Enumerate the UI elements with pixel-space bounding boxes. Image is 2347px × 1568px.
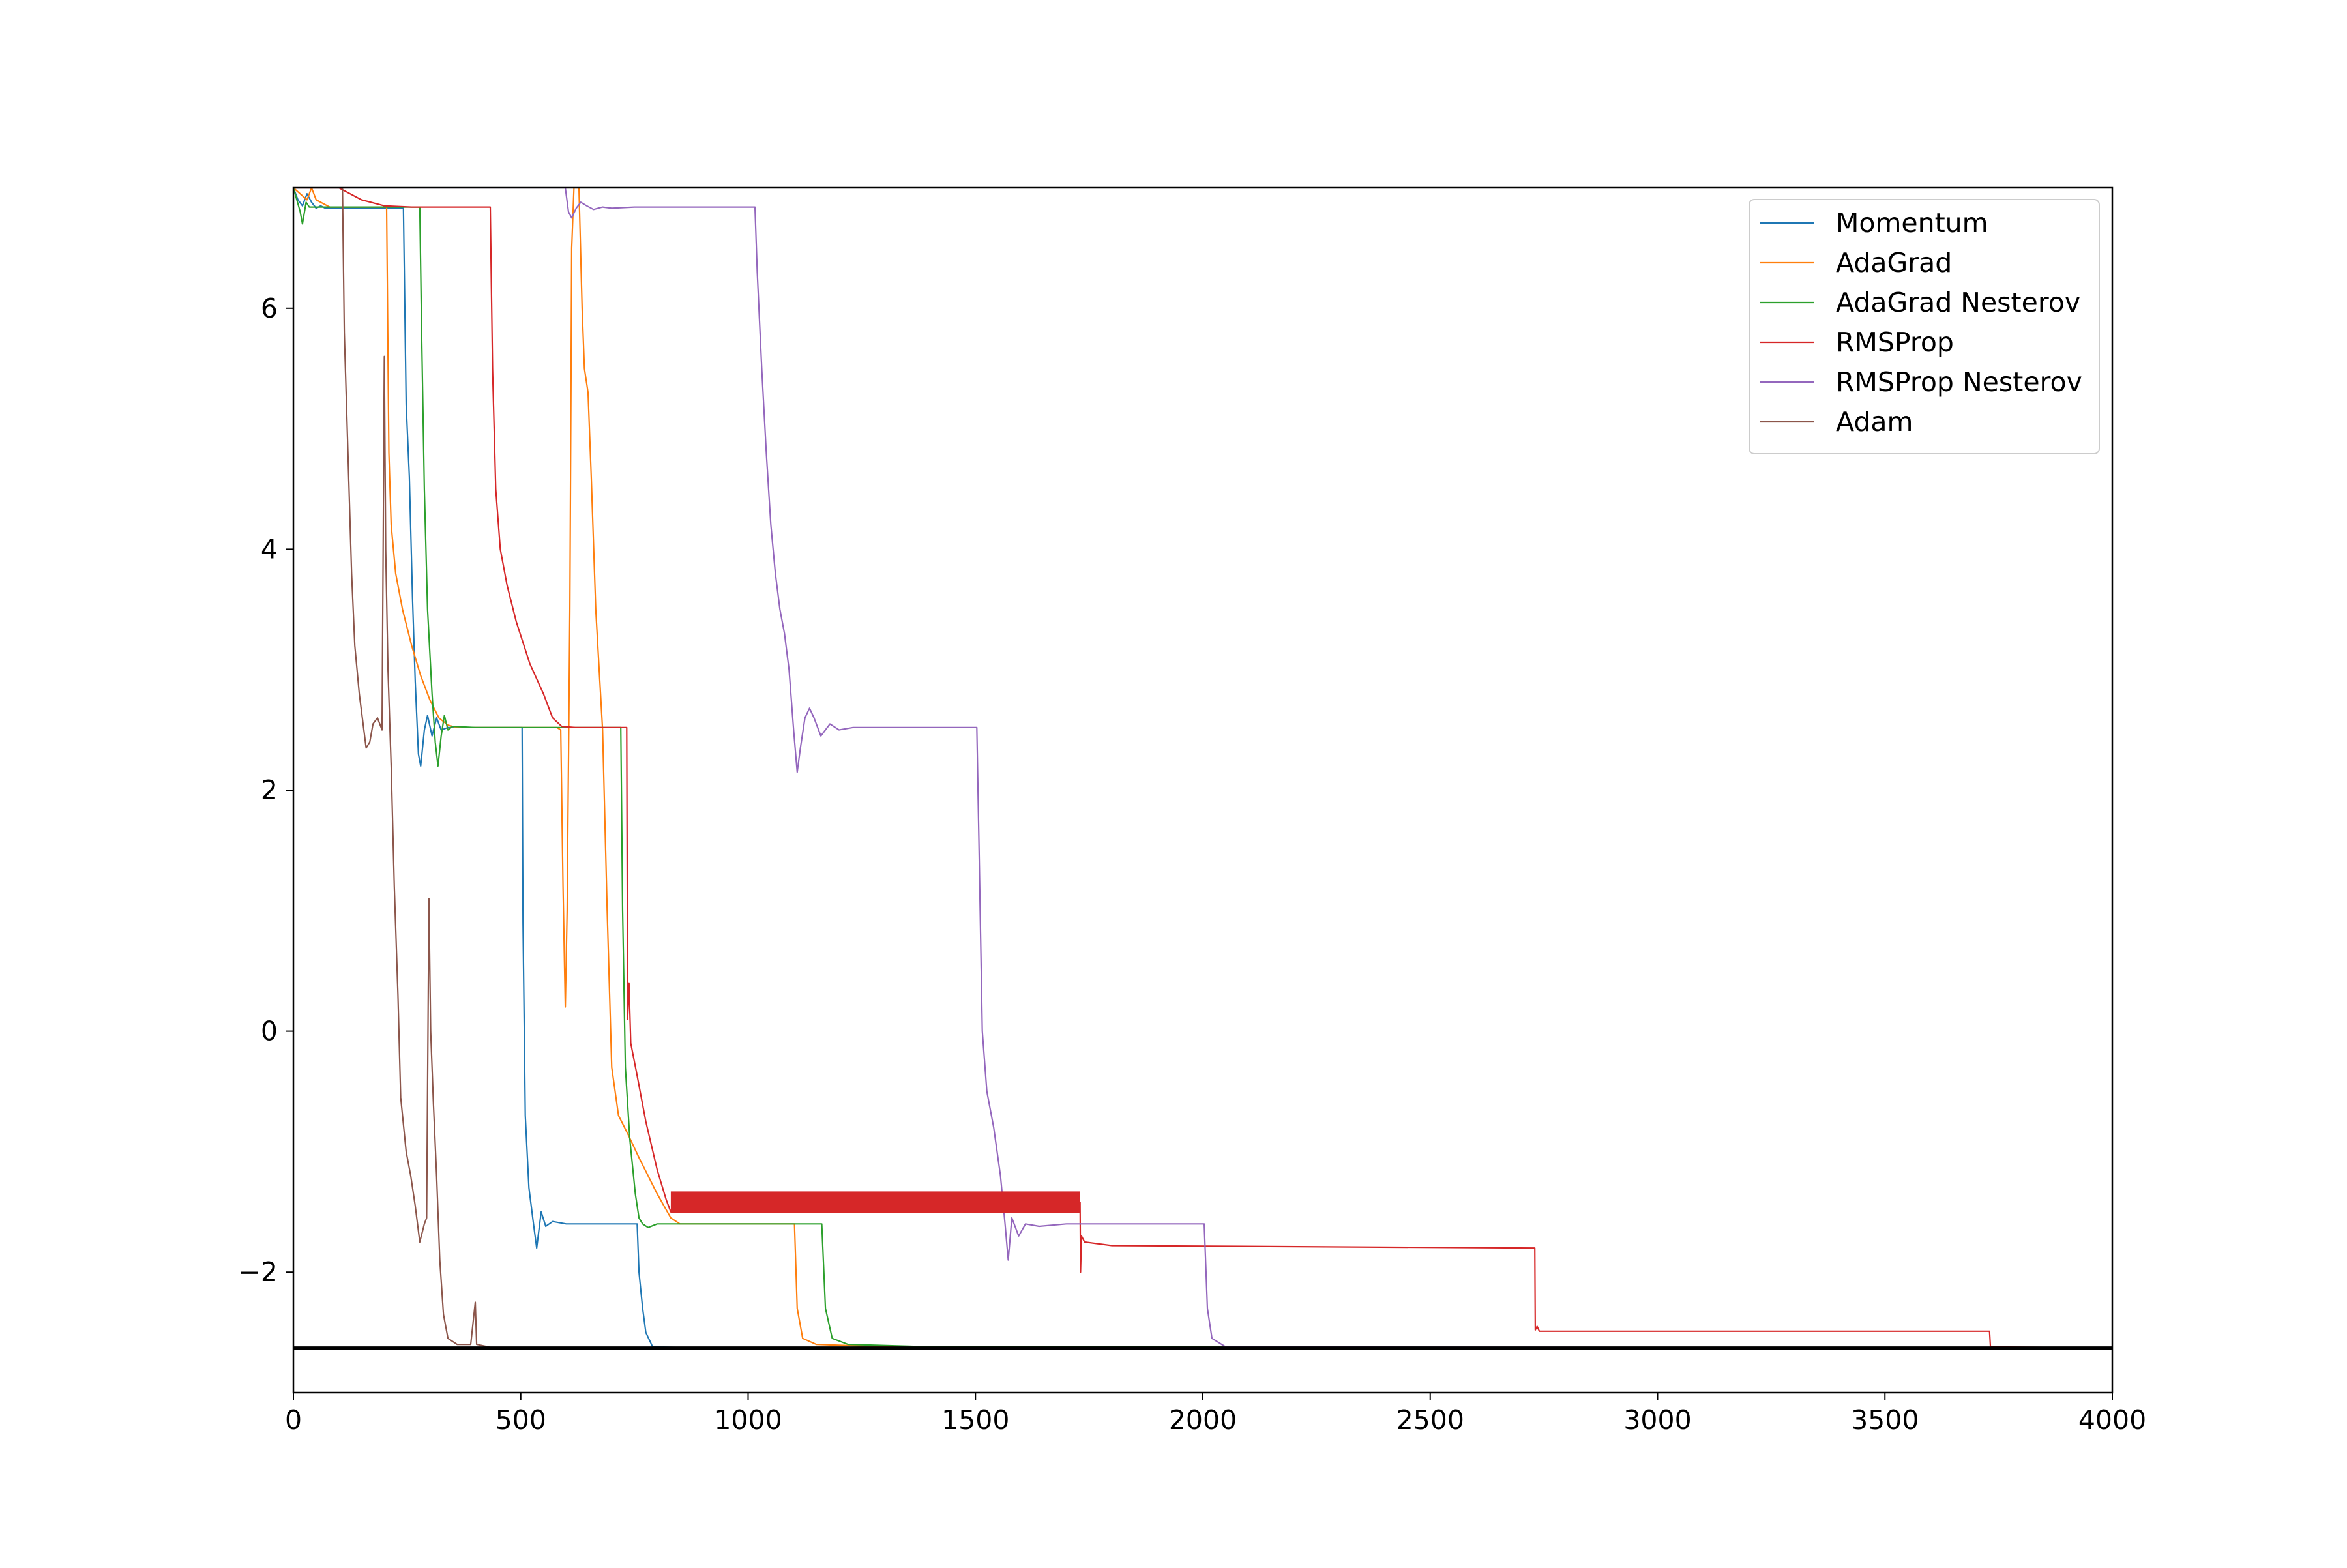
x-tick-label: 3000 — [1623, 1404, 1691, 1436]
legend-label: RMSProp Nesterov — [1836, 366, 2082, 398]
series-line-adam — [293, 188, 2112, 1349]
x-tick-label: 500 — [495, 1404, 546, 1436]
x-tick-label: 2500 — [1396, 1404, 1464, 1436]
x-tick-label: 3500 — [1851, 1404, 1919, 1436]
x-tick-label: 0 — [285, 1404, 302, 1436]
x-tick-label: 1000 — [714, 1404, 782, 1436]
legend-box — [1749, 199, 2100, 454]
y-tick-label: 6 — [261, 293, 278, 324]
legend-label: AdaGrad Nesterov — [1836, 287, 2080, 318]
series-layer — [293, 188, 2112, 1349]
x-tick-label: 2000 — [1169, 1404, 1237, 1436]
y-tick-label: 2 — [261, 775, 278, 806]
legend-label: Adam — [1836, 406, 1913, 437]
legend-label: AdaGrad — [1836, 247, 1952, 278]
rmsprop-oscillation-band — [670, 1191, 1080, 1213]
x-tick-label: 1500 — [941, 1404, 1009, 1436]
x-axis: 0 500 1000 1500 2000 2500 3000 3500 4000 — [285, 1393, 2146, 1436]
x-tick-label: 4000 — [2078, 1404, 2146, 1436]
y-tick-label: 0 — [261, 1016, 278, 1047]
series-line-rmsprop — [293, 188, 2112, 1349]
y-tick-label: 4 — [261, 533, 278, 565]
y-tick-label: −2 — [239, 1256, 278, 1288]
legend: Momentum AdaGrad AdaGrad Nesterov RMSProp RM… — [1749, 199, 2100, 454]
series-line-momentum — [293, 188, 2112, 1349]
legend-label: RMSProp — [1836, 327, 1954, 358]
legend-label: Momentum — [1836, 207, 1988, 239]
y-axis: −2 0 2 4 6 — [239, 293, 293, 1288]
series-line-rmsprop-nesterov — [293, 188, 2112, 1349]
